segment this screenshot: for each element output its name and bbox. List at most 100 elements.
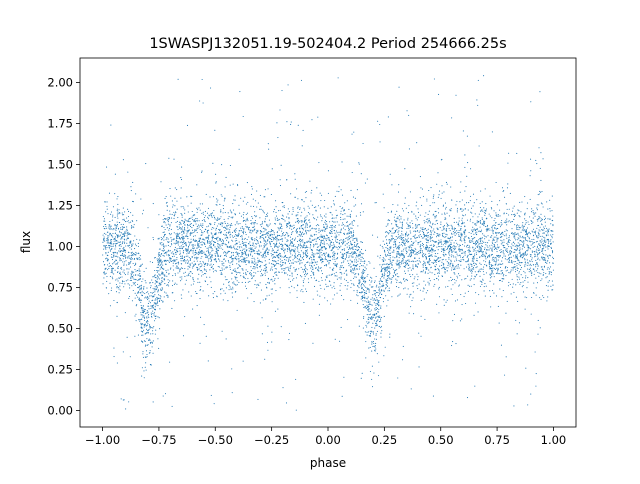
- data-point: [375, 316, 377, 318]
- data-point: [331, 273, 333, 275]
- data-point: [493, 267, 496, 269]
- data-point: [350, 230, 352, 233]
- data-point: [325, 283, 327, 285]
- data-point: [301, 245, 303, 247]
- data-point: [213, 215, 215, 217]
- data-point: [483, 220, 485, 222]
- data-point: [441, 248, 443, 250]
- data-point: [417, 276, 419, 278]
- data-point: [288, 247, 291, 250]
- data-point: [181, 231, 183, 233]
- data-point: [499, 249, 501, 252]
- data-point: [261, 226, 263, 228]
- data-point: [321, 236, 323, 239]
- data-point: [307, 205, 309, 207]
- data-point: [538, 204, 540, 206]
- data-point: [308, 226, 311, 228]
- data-point: [506, 237, 508, 239]
- data-point: [176, 262, 178, 264]
- data-point: [397, 204, 399, 206]
- data-point: [385, 278, 387, 280]
- data-point: [264, 234, 266, 236]
- data-point: [545, 230, 547, 232]
- data-point: [303, 301, 305, 304]
- data-point: [108, 227, 110, 229]
- data-point: [365, 281, 367, 283]
- data-point: [393, 259, 395, 261]
- data-point: [377, 236, 379, 238]
- data-point: [521, 286, 523, 288]
- data-point: [516, 333, 518, 335]
- data-point: [185, 260, 187, 262]
- data-point: [486, 252, 488, 254]
- data-point: [509, 272, 511, 274]
- data-point: [394, 219, 396, 221]
- data-point: [327, 207, 329, 209]
- data-point: [199, 249, 201, 251]
- data-point: [463, 259, 465, 261]
- data-point: [411, 247, 413, 249]
- data-point: [447, 285, 449, 288]
- data-point: [337, 77, 339, 79]
- data-point: [299, 221, 301, 223]
- data-point: [378, 304, 380, 306]
- data-point: [153, 302, 155, 304]
- data-point: [231, 235, 233, 237]
- data-point: [481, 283, 483, 285]
- data-point: [213, 241, 216, 243]
- data-point: [194, 240, 196, 242]
- data-point: [125, 408, 127, 410]
- data-point: [188, 244, 191, 246]
- data-point: [433, 250, 435, 252]
- data-point: [254, 261, 256, 263]
- data-point: [320, 236, 322, 238]
- data-point: [199, 342, 201, 344]
- data-point: [262, 227, 264, 229]
- data-point: [196, 228, 198, 230]
- data-point: [127, 256, 129, 258]
- data-point: [437, 275, 440, 277]
- data-point: [162, 238, 164, 240]
- data-point: [243, 260, 245, 262]
- data-point: [177, 250, 179, 252]
- data-point: [302, 251, 304, 253]
- data-point: [412, 235, 414, 238]
- data-point: [527, 246, 529, 248]
- data-point: [180, 227, 182, 229]
- data-point: [225, 176, 227, 179]
- data-point: [409, 225, 411, 227]
- data-point: [446, 299, 448, 301]
- data-point: [134, 253, 136, 255]
- data-point: [112, 245, 114, 247]
- data-point: [458, 284, 460, 286]
- data-point: [245, 219, 247, 221]
- data-point: [191, 232, 193, 234]
- data-point: [412, 243, 414, 245]
- data-point: [376, 330, 378, 332]
- data-point: [407, 217, 409, 219]
- data-point: [108, 192, 111, 194]
- data-point: [480, 280, 482, 283]
- data-point: [437, 268, 439, 270]
- data-point: [444, 246, 446, 248]
- data-point: [431, 255, 433, 257]
- data-point: [500, 224, 502, 226]
- data-point: [137, 292, 139, 294]
- data-point: [124, 283, 126, 285]
- data-point: [171, 239, 173, 241]
- data-point: [498, 273, 500, 275]
- data-point: [540, 279, 542, 282]
- data-point: [362, 269, 364, 271]
- data-point: [466, 256, 468, 258]
- data-point: [473, 262, 475, 264]
- data-point: [502, 233, 504, 235]
- data-point: [424, 261, 426, 264]
- data-point: [514, 266, 516, 268]
- data-point: [544, 241, 546, 243]
- data-point: [174, 274, 177, 276]
- data-point: [209, 253, 211, 255]
- data-point: [415, 264, 417, 266]
- data-point: [213, 403, 215, 405]
- data-point: [268, 262, 270, 264]
- data-point: [212, 254, 214, 256]
